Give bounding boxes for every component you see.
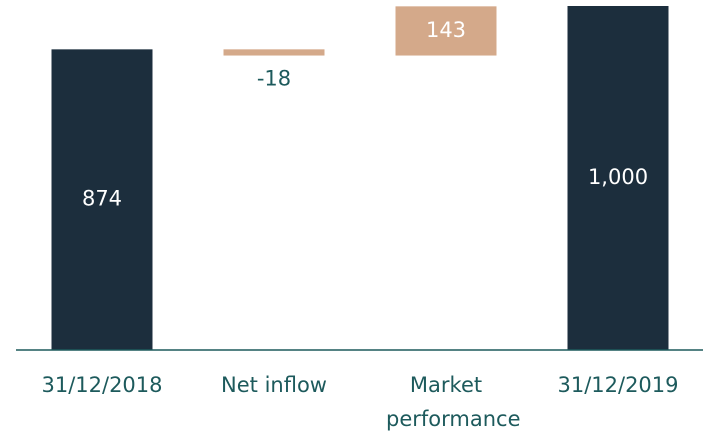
data-label: 874 <box>82 187 122 211</box>
change-bar <box>223 49 325 56</box>
data-label: -18 <box>257 67 291 91</box>
data-label: 143 <box>426 18 466 42</box>
x-tick-label: Net inflow <box>221 373 327 397</box>
change-bar <box>395 6 497 56</box>
x-tick-label: Market performance <box>386 373 521 431</box>
x-tick-label: 31/12/2019 <box>557 373 679 397</box>
data-label: 1,000 <box>588 165 648 189</box>
total-bar <box>567 6 669 350</box>
total-bar <box>51 49 153 351</box>
x-tick-label: 31/12/2018 <box>41 373 163 397</box>
